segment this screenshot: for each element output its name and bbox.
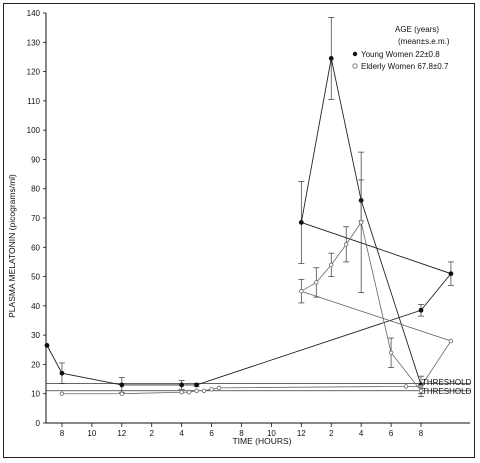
axes: [45, 13, 470, 424]
data-point-elderly: [358, 220, 364, 225]
y-tick-label: 20: [31, 360, 40, 369]
data-point-young: [179, 382, 185, 388]
legend-subtitle: (mean±s.e.m.): [398, 37, 450, 46]
data-point-elderly: [201, 388, 207, 393]
y-tick-label: 100: [27, 126, 41, 135]
y-tick-label: 60: [31, 243, 40, 252]
data-point-young: [448, 271, 454, 277]
y-axis-label: PLASMA MELATONIN (picograms/ml): [7, 174, 17, 318]
legend-marker-young: [352, 51, 358, 57]
x-tick-label: 8: [60, 429, 65, 438]
x-tick-label: 6: [209, 429, 214, 438]
data-point-elderly: [216, 385, 222, 391]
data-point-elderly: [314, 280, 319, 285]
data-point-elderly: [299, 289, 304, 294]
legend: AGE (years) (mean±s.e.m.) Young Women 22…: [352, 25, 450, 71]
data-point-elderly: [329, 262, 334, 268]
data-point-elderly: [186, 390, 192, 395]
y-tick-label: 90: [31, 155, 40, 164]
y-tick-label: 120: [27, 68, 41, 77]
y-tick-label: 70: [31, 214, 40, 223]
data-point-elderly: [344, 242, 349, 247]
series-line-young: [46, 58, 452, 386]
x-tick-label: 8: [419, 429, 424, 438]
data-point-elderly: [418, 388, 424, 393]
x-tick-label: 6: [389, 429, 394, 438]
y-tick-label: 0: [36, 419, 41, 428]
y-tick-label: 30: [31, 331, 40, 340]
legend-entry-elderly: Elderly Women 67.8±0.7: [361, 62, 449, 71]
data-point-elderly: [448, 338, 454, 344]
legend-entry-young: Young Women 22±0.8: [361, 50, 440, 59]
data-point-young: [328, 55, 334, 61]
y-tick-label: 140: [27, 9, 41, 18]
series-line-elderly: [61, 221, 452, 395]
y-tick-label: 80: [31, 185, 40, 194]
y-tick-label: 130: [27, 38, 41, 47]
x-tick-label: 8: [239, 429, 244, 438]
y-tick-label: 50: [31, 273, 40, 282]
legend-marker-elderly: [352, 63, 358, 69]
data-point-elderly: [209, 387, 214, 392]
data-point-elderly: [194, 388, 199, 393]
data-point-young: [418, 307, 424, 313]
x-tick-label: 10: [267, 429, 276, 438]
data-point-young: [44, 342, 50, 348]
x-tick-label: 10: [87, 429, 96, 438]
data-point-elderly: [403, 384, 409, 389]
x-tick-label: 4: [359, 429, 364, 438]
data-point-elderly: [388, 350, 394, 355]
figure-frame: [3, 3, 475, 458]
x-tick-label: 2: [329, 429, 334, 438]
x-tick-label: 12: [297, 429, 306, 438]
x-tick-label: 2: [149, 429, 154, 438]
data-point-young: [119, 382, 125, 388]
y-tick-label: 110: [27, 97, 40, 106]
y-tick-label: 40: [31, 302, 40, 311]
x-tick-label: 4: [179, 429, 184, 438]
y-tick-label: 10: [31, 390, 40, 399]
x-tick-label: 12: [117, 429, 126, 438]
data-point-young: [298, 219, 304, 225]
data-point-young: [59, 370, 65, 376]
data-point-elderly: [179, 390, 184, 395]
threshold-label-young: THRESHOLD: [422, 378, 472, 387]
legend-title: AGE (years): [395, 25, 439, 34]
threshold-label-elderly: THRESHOLD: [422, 387, 472, 396]
series-layer: [44, 17, 470, 397]
data-point-elderly: [119, 391, 124, 396]
data-point-young: [194, 382, 200, 388]
data-point-elderly: [59, 391, 65, 396]
x-axis-label: TIME (HOURS): [232, 436, 291, 446]
ticks: 0 10 20 30 40 50 60 70 80 90 100 110 120 130 140 8 10 12 2…: [27, 9, 424, 438]
